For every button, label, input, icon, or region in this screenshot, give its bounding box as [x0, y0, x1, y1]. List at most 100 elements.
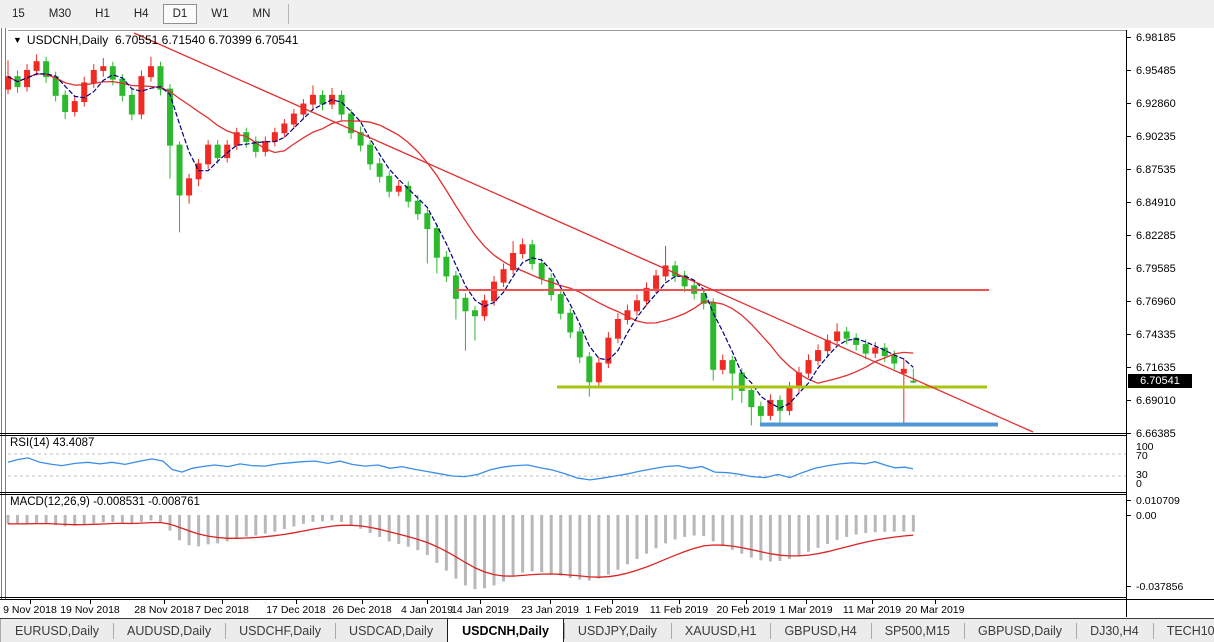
macd-histogram-bar [759, 515, 763, 561]
chart-area[interactable]: 6.98185 6.95485 6.92860 6.90235 6.87535 6.849… [0, 28, 1214, 618]
current-price-tag: 6.70541 [1128, 374, 1192, 388]
macd-histogram-bar [330, 515, 334, 521]
macd-histogram-bar [273, 515, 277, 532]
macd-histogram-bar [254, 515, 258, 536]
timeframe-button-15[interactable]: 15 [12, 8, 25, 20]
macd-histogram-bar [35, 515, 39, 523]
toolbar-separator [288, 4, 290, 24]
tab-audusd-daily[interactable]: AUDUSD,Daily [113, 619, 225, 642]
date-axis-label: 1 Mar 2019 [779, 604, 832, 616]
macd-histogram-bar [854, 515, 858, 535]
timeframe-button-h4[interactable]: H4 [133, 8, 149, 20]
macd-histogram-bar [54, 515, 58, 526]
macd-histogram-bar [787, 515, 791, 559]
candle-body [205, 144, 212, 165]
candle-body [500, 269, 507, 283]
candle-body [128, 94, 135, 115]
price-axis-label: 6.82285 [1136, 230, 1176, 242]
descending-trendline[interactable] [133, 32, 1034, 433]
candle-body [729, 360, 736, 374]
macd-histogram-bar [263, 515, 267, 534]
macd-axis-label: 0.00 [1136, 510, 1157, 522]
tab-usdjpy-daily[interactable]: USDJPY,Daily [563, 619, 671, 642]
macd-histogram-bar [235, 515, 239, 539]
price-axis-label: 6.79585 [1136, 263, 1176, 275]
candle-body [548, 277, 555, 296]
macd-axis-label: 0.010709 [1136, 495, 1180, 507]
candle-body [81, 82, 88, 103]
macd-histogram-bar [597, 515, 601, 579]
candle-body [719, 360, 726, 370]
price-axis-label: 6.71635 [1136, 362, 1176, 374]
candle-body [233, 132, 240, 146]
candle-body [538, 262, 545, 279]
macd-histogram-bar [483, 515, 486, 589]
chart-tab-bar: EURUSD,Daily AUDUSD,Daily USDCHF,Daily USDC… [0, 618, 1214, 642]
macd-histogram-bar [197, 515, 201, 547]
tab-eurusd-daily[interactable]: EURUSD,Daily [15, 624, 100, 638]
date-axis-label: 4 Jan 2019 [401, 604, 453, 616]
macd-histogram-bar [349, 515, 353, 526]
candle-body [214, 144, 221, 159]
tab-xauusd-h1[interactable]: XAUUSD,H1 [670, 619, 771, 642]
macd-histogram-bar [73, 515, 77, 526]
candle-body [481, 300, 488, 317]
timeframe-button-m30[interactable]: M30 [48, 8, 72, 20]
macd-histogram-bar [797, 515, 801, 556]
date-axis-label: 26 Dec 2018 [332, 604, 392, 616]
candle-body [186, 178, 193, 196]
macd-histogram-bar [340, 515, 344, 522]
candle-body [262, 140, 269, 152]
date-axis-label: 1 Feb 2019 [585, 604, 638, 616]
candle-body [567, 312, 574, 333]
candle-body [491, 281, 498, 302]
macd-histogram-bar [625, 515, 629, 565]
macd-histogram-bar [44, 515, 48, 524]
macd-histogram-bar [873, 515, 877, 533]
macd-histogram-bar [730, 515, 734, 550]
candle-body [643, 287, 650, 302]
candle-body [376, 163, 383, 177]
candle-body [748, 389, 755, 408]
candle-body [90, 69, 97, 84]
candle-body [414, 200, 421, 215]
tab-usdchf-daily[interactable]: USDCHF,Daily [225, 619, 335, 642]
candle-body [767, 399, 774, 416]
timeframe-button-d1[interactable]: D1 [162, 4, 198, 24]
tab-usdcad-daily[interactable]: USDCAD,Daily [335, 619, 447, 642]
date-axis-label: 28 Nov 2018 [134, 604, 194, 616]
macd-histogram-bar [435, 515, 439, 563]
tab-gbpusd-h4[interactable]: GBPUSD,H4 [770, 619, 870, 642]
candle-body [462, 297, 469, 312]
macd-histogram-bar [311, 515, 315, 522]
tab-usdcnh-daily[interactable]: USDCNH,Daily [447, 619, 564, 642]
macd-histogram-bar [768, 515, 772, 562]
price-axis-label: 6.69010 [1136, 395, 1176, 407]
date-axis-label: 9 Nov 2018 [3, 604, 57, 616]
candle-body [853, 337, 860, 345]
tab-tech100-h1[interactable]: TECH100,H1 [1152, 619, 1214, 642]
candle-body [776, 399, 783, 411]
macd-histogram-bar [702, 515, 706, 537]
chevron-down-icon[interactable]: ▼ [13, 35, 22, 45]
tab-sp500-m15[interactable]: SP500,M15 [870, 619, 964, 642]
tab-gbpusd-daily[interactable]: GBPUSD,Daily [964, 619, 1076, 642]
timeframe-button-h1[interactable]: H1 [95, 8, 110, 20]
macd-histogram-bar [502, 515, 506, 582]
candle-body [834, 331, 841, 342]
macd-histogram-bar [635, 515, 639, 559]
candle-body [662, 265, 669, 277]
candle-body [138, 76, 145, 115]
candle-body [710, 302, 717, 370]
macd-histogram-bar [816, 515, 820, 548]
macd-histogram-bar [463, 515, 467, 586]
macd-histogram-bar [692, 515, 696, 536]
candle-body [452, 275, 459, 299]
macd-histogram-bar [92, 515, 96, 524]
candle-body [395, 185, 402, 192]
macd-histogram-bar [540, 515, 544, 573]
timeframe-button-w1[interactable]: W1 [211, 8, 229, 20]
tab-dj30-h4[interactable]: DJ30,H4 [1076, 619, 1153, 642]
timeframe-button-mn[interactable]: MN [252, 8, 271, 20]
